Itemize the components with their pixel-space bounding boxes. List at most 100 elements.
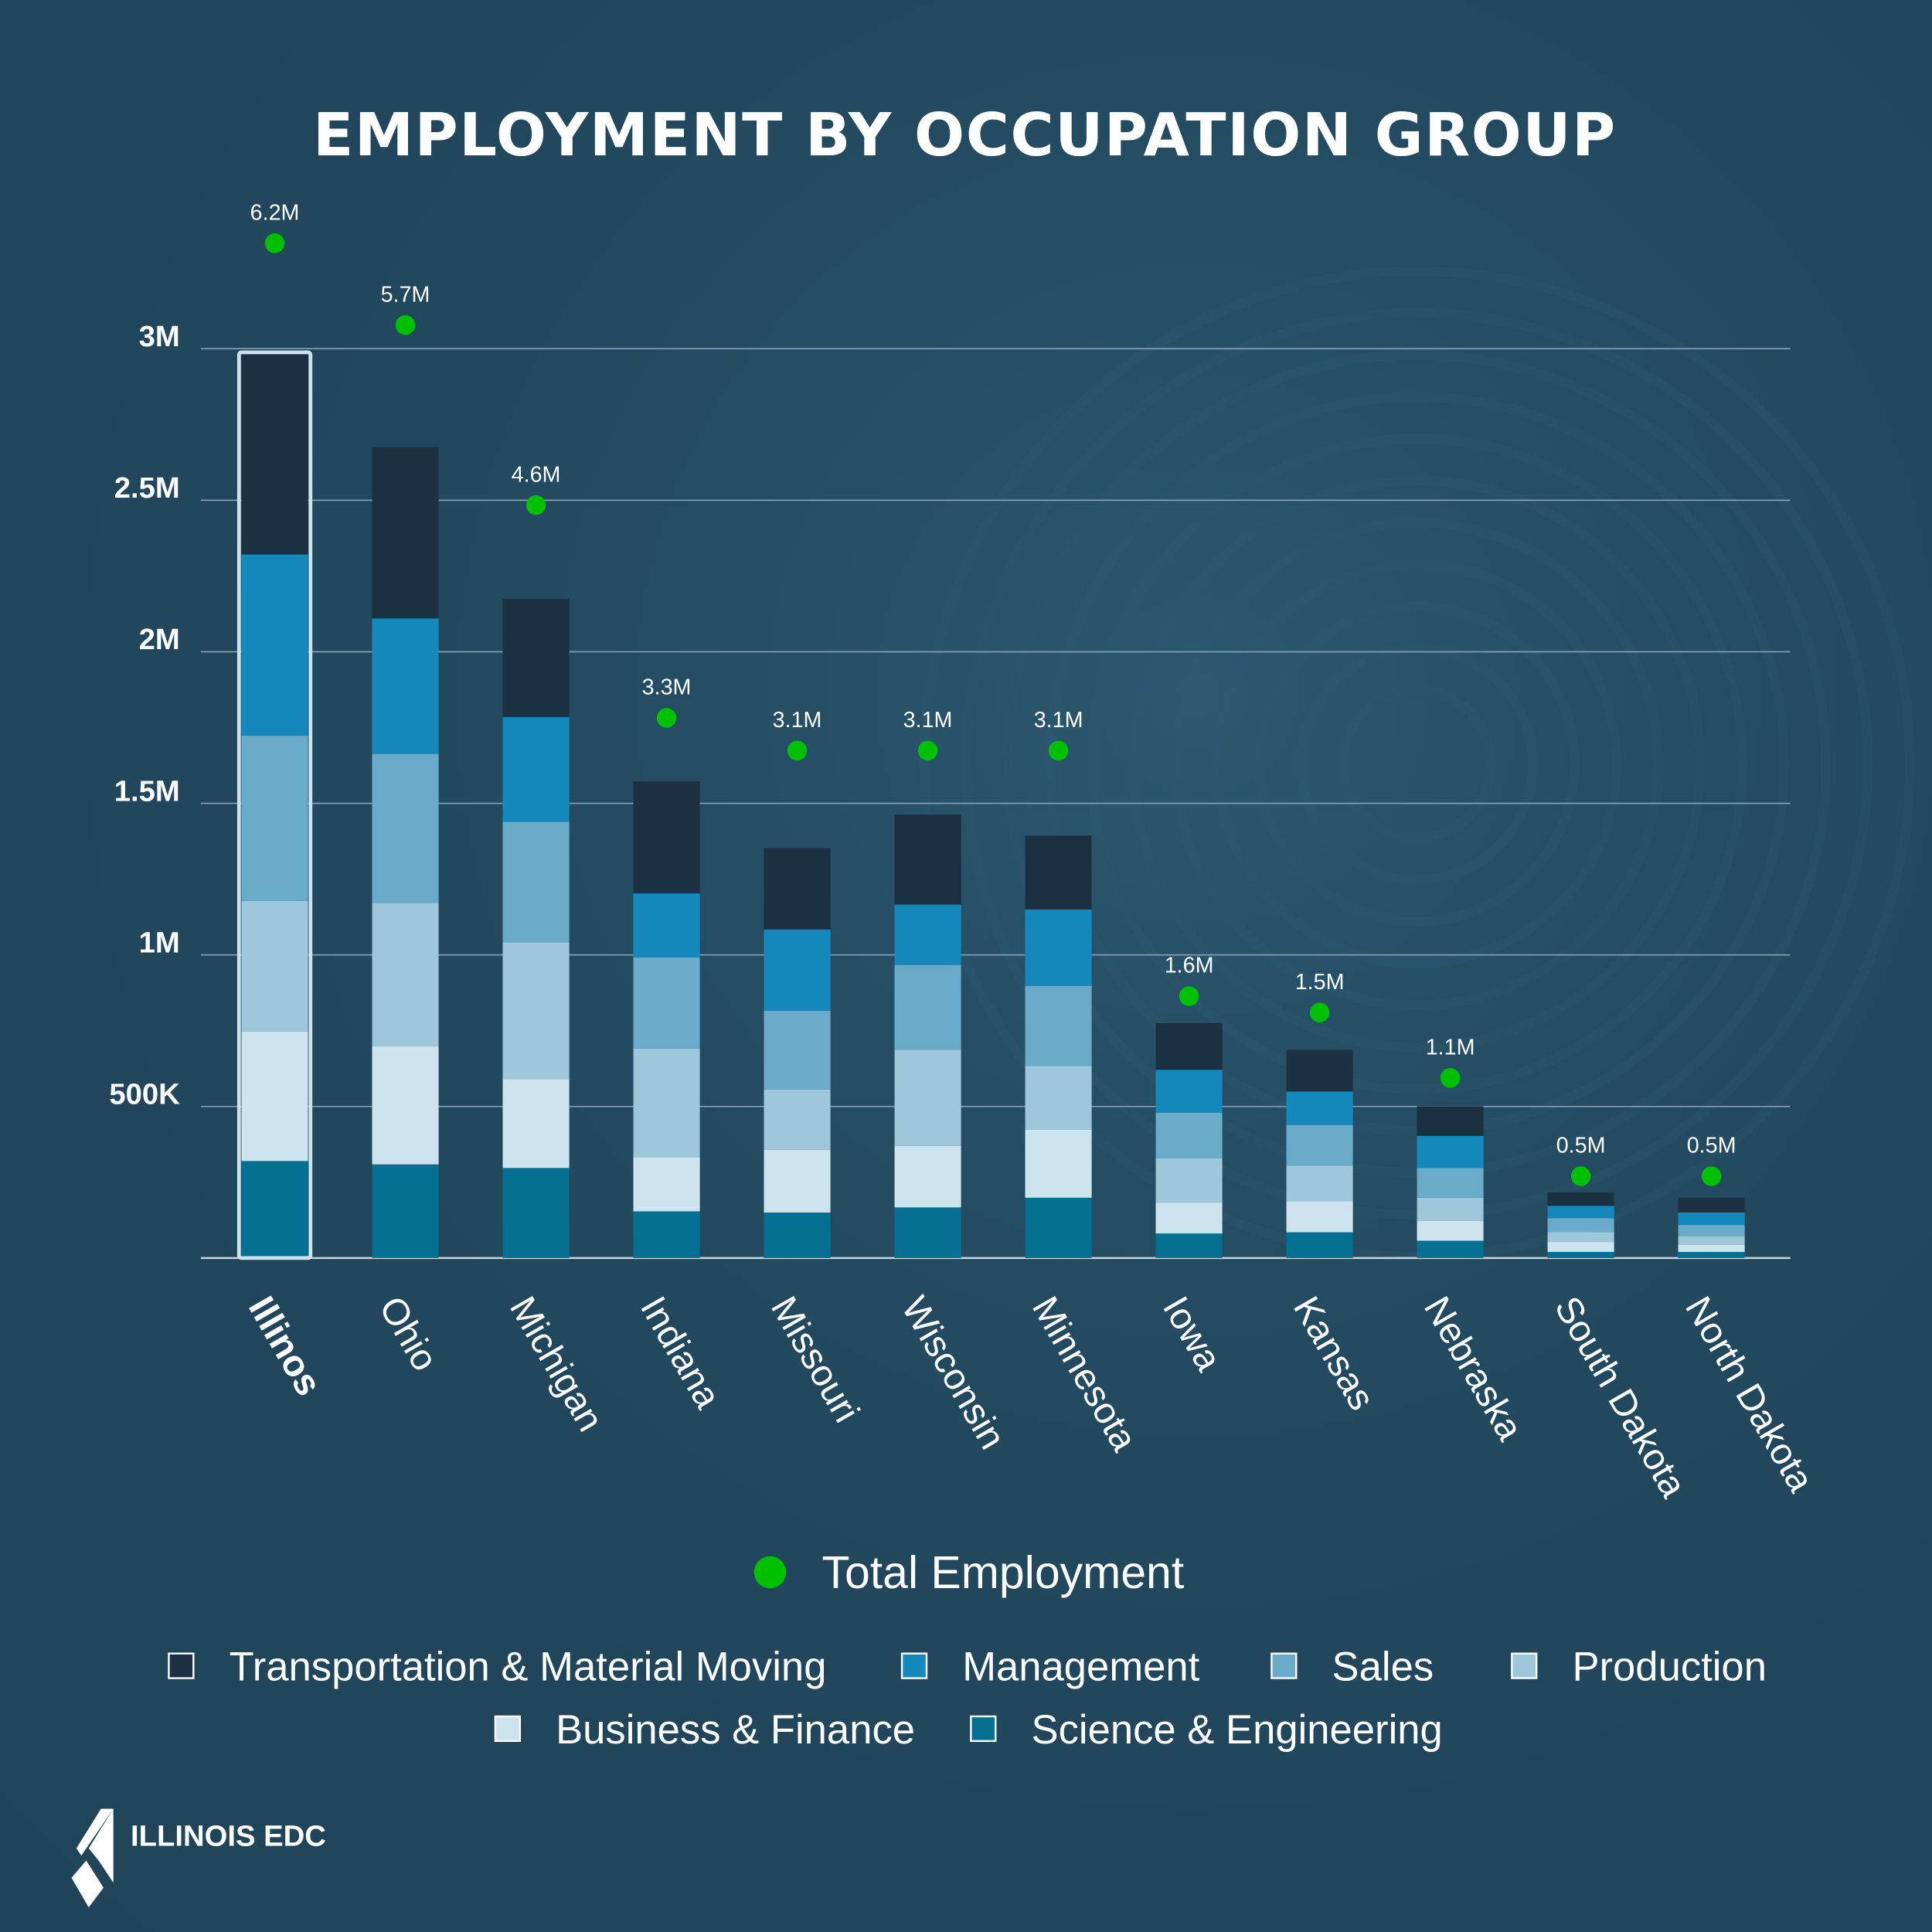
ring xyxy=(1338,685,1496,843)
ring xyxy=(1212,559,1622,969)
bar-segment xyxy=(894,1207,961,1258)
x-tick-label: Ohio xyxy=(371,1290,445,1378)
bar-segment xyxy=(1155,1112,1223,1158)
y-tick-label: 3M xyxy=(139,320,180,353)
ring xyxy=(1128,475,1706,1053)
bar-segment xyxy=(1286,1091,1353,1125)
legend-swatch xyxy=(970,1715,997,1743)
bar-segment xyxy=(1678,1244,1745,1253)
bar-segment xyxy=(1547,1242,1614,1253)
bar-highlight xyxy=(236,350,313,1260)
y-tick-label: 500K xyxy=(109,1078,180,1111)
legend-label: Sales xyxy=(1332,1645,1434,1690)
ring xyxy=(961,308,1873,1220)
bar-segment xyxy=(502,942,570,1080)
bar-segment xyxy=(633,893,700,957)
y-tick-label: 2M xyxy=(139,623,180,656)
bar-segment xyxy=(1025,985,1092,1066)
total-dot xyxy=(787,740,808,761)
total-dot xyxy=(264,233,285,253)
bar-segment xyxy=(241,900,308,1032)
total-dot xyxy=(1309,1002,1330,1022)
bar-segment xyxy=(1417,1168,1484,1198)
total-label: 0.5M xyxy=(1556,1134,1606,1158)
total-dot xyxy=(1570,1166,1591,1186)
bar-stack xyxy=(372,447,439,1258)
total-label: 4.6M xyxy=(512,462,561,487)
bar-segment xyxy=(764,1010,831,1090)
bar-stack xyxy=(1547,1192,1614,1258)
bar-stack xyxy=(1286,1049,1353,1258)
y-tick-label: 1.5M xyxy=(114,774,180,808)
x-tick-label: North Dakota xyxy=(1677,1290,1821,1499)
bar-segment xyxy=(1286,1165,1353,1202)
bar-segment xyxy=(894,1145,961,1208)
bar-segment xyxy=(1025,909,1092,986)
bar-segment xyxy=(1547,1206,1614,1219)
total-label: 3.1M xyxy=(773,708,822,733)
bar-segment xyxy=(1286,1049,1353,1092)
x-tick-label: Kansas xyxy=(1285,1290,1383,1417)
bar-segment xyxy=(1417,1197,1484,1222)
bar-segment xyxy=(1678,1236,1745,1245)
legend: Total Employment Transportation & Materi… xyxy=(168,1547,1767,1753)
total-label: 5.7M xyxy=(381,282,430,307)
total-dot xyxy=(917,740,938,761)
bar-segment xyxy=(1286,1124,1353,1166)
logo: ILLINOIS EDC xyxy=(71,1808,326,1908)
bar-segment xyxy=(1025,835,1092,910)
bar-segment xyxy=(502,1168,570,1258)
bar-segment xyxy=(894,904,961,965)
ring xyxy=(1045,392,1790,1137)
illinois-logo-icon xyxy=(71,1808,114,1908)
legend-total-label: Total Employment xyxy=(821,1547,1184,1598)
bar-segment xyxy=(633,957,700,1049)
total-label: 6.2M xyxy=(250,200,300,225)
bar-segment xyxy=(633,1048,700,1158)
bar-segment xyxy=(764,929,831,1011)
bar-segment xyxy=(502,1079,570,1168)
bar-stack xyxy=(764,848,831,1258)
legend-swatch xyxy=(1511,1652,1538,1679)
x-tick-label: Indiana xyxy=(632,1290,729,1416)
grid: 500K 1M 1.5M 2M 2.5M 3M xyxy=(109,320,1791,1260)
ring xyxy=(1296,643,1538,885)
bar-segment xyxy=(1155,1022,1223,1070)
bar-segment xyxy=(1286,1201,1353,1233)
bar-segment xyxy=(1025,1129,1092,1198)
chart-title: EMPLOYMENT BY OCCUPATION GROUP xyxy=(313,101,1617,170)
total-dots: 6.2M 5.7M 4.6M 3.3M 3.1M 3.1M 3.1M 1.6M 1.5M 1.1M… xyxy=(250,200,1736,1186)
total-dot xyxy=(1440,1068,1461,1088)
bar-segment xyxy=(1547,1232,1614,1243)
y-tick-label: 2.5M xyxy=(114,471,180,505)
total-label: 1.1M xyxy=(1426,1036,1475,1060)
bar-stack xyxy=(1417,1106,1484,1258)
total-label: 3.3M xyxy=(642,675,692,700)
logo-text: ILLINOIS EDC xyxy=(131,1819,326,1852)
bar-segment xyxy=(372,447,439,619)
x-tick-label: Nebraska xyxy=(1416,1290,1530,1447)
legend-swatch xyxy=(1270,1652,1298,1679)
bar-segment xyxy=(372,1164,439,1258)
legend-label: Science & Engineering xyxy=(1032,1707,1443,1753)
bar-segment xyxy=(1417,1240,1484,1258)
total-dot xyxy=(395,315,416,335)
x-tick-label: Minnesota xyxy=(1024,1290,1145,1458)
legend-swatch xyxy=(494,1715,522,1743)
ring xyxy=(1170,517,1664,1011)
legend-label: Production xyxy=(1572,1645,1767,1690)
bars xyxy=(236,350,1745,1260)
bar-segment xyxy=(764,848,831,930)
total-label: 0.5M xyxy=(1687,1134,1736,1158)
legend-label: Management xyxy=(962,1645,1199,1690)
bar-stack xyxy=(633,781,700,1258)
bar-stack xyxy=(1678,1197,1745,1258)
bar-segment xyxy=(764,1149,831,1213)
bar-segment xyxy=(1417,1106,1484,1136)
bar-segment xyxy=(633,781,700,894)
bar-segment xyxy=(764,1213,831,1258)
bar-stack xyxy=(502,598,570,1258)
bar-segment xyxy=(1678,1213,1745,1226)
bar-segment xyxy=(241,355,308,555)
